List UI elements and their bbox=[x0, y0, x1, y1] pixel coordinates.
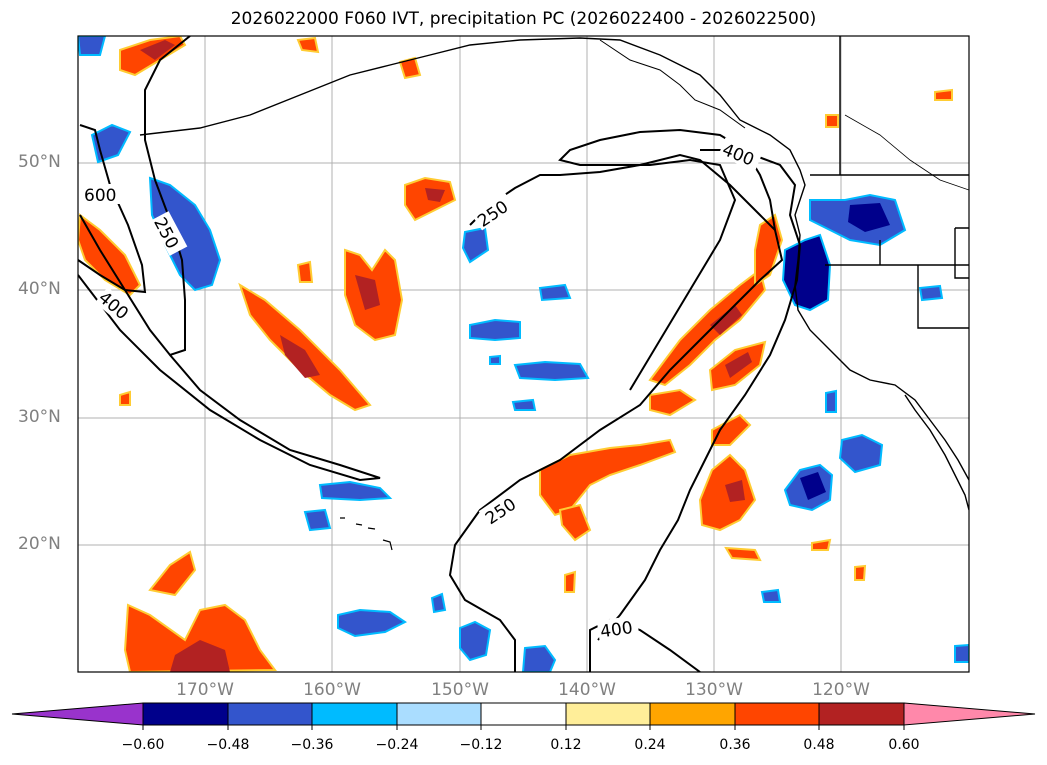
lon-label: 130°W bbox=[685, 680, 743, 700]
anomaly-region bbox=[825, 389, 837, 413]
anomaly-region bbox=[337, 608, 407, 638]
positive-anomaly-regions bbox=[78, 36, 953, 672]
anomaly-region bbox=[489, 354, 501, 365]
colorbar-tick-label: −0.24 bbox=[375, 737, 419, 753]
anomaly-region bbox=[848, 203, 890, 232]
anomaly-region bbox=[355, 275, 380, 310]
contour-400-west bbox=[78, 274, 381, 482]
anomaly-region bbox=[711, 413, 752, 446]
colorbar-tick-label: 0.12 bbox=[550, 737, 582, 753]
anomaly-region bbox=[558, 503, 592, 542]
anomaly-region bbox=[303, 508, 332, 532]
anomaly-region bbox=[781, 233, 832, 312]
lat-label: 20°N bbox=[18, 534, 61, 554]
colorbar-tick-label: 0.60 bbox=[888, 737, 920, 753]
colorbar-segment bbox=[311, 702, 398, 726]
colorbar-tick-label: −0.48 bbox=[206, 737, 250, 753]
anomaly-region bbox=[854, 564, 867, 581]
map-border bbox=[77, 35, 970, 673]
anomaly-region bbox=[538, 283, 572, 302]
anomaly-region bbox=[724, 546, 762, 562]
anomaly-region bbox=[119, 390, 131, 406]
anomaly-region bbox=[838, 433, 884, 474]
anomaly-region bbox=[425, 188, 445, 202]
colorbar-tick-label: −0.12 bbox=[459, 737, 503, 753]
anomaly-region bbox=[430, 592, 447, 614]
anomaly-region bbox=[459, 620, 492, 662]
anomaly-region bbox=[513, 360, 590, 382]
anomaly-region bbox=[710, 305, 742, 335]
colorbar-tick-label: −0.36 bbox=[290, 737, 334, 753]
anomaly-region bbox=[296, 260, 314, 283]
colorbar-segment bbox=[565, 702, 651, 726]
anomaly-region bbox=[564, 570, 577, 593]
colorbar-segment bbox=[734, 702, 820, 726]
contour-label: 600 bbox=[84, 186, 116, 206]
colorbar-extend-low bbox=[11, 702, 144, 726]
colorbar-segment bbox=[480, 702, 567, 726]
lat-label: 40°N bbox=[18, 279, 61, 299]
anomaly-region bbox=[800, 472, 826, 500]
colorbar-segment bbox=[142, 702, 229, 726]
lat-label: 50°N bbox=[18, 152, 61, 172]
lat-label: 30°N bbox=[18, 407, 61, 427]
colorbar-segment bbox=[227, 702, 313, 726]
anomaly-region bbox=[238, 282, 372, 412]
anomaly-region bbox=[78, 213, 142, 297]
anomaly-region bbox=[811, 538, 832, 551]
anomaly-region bbox=[148, 550, 197, 597]
map-title: 2026022000 F060 IVT, precipitation PC (2… bbox=[230, 9, 817, 29]
anomaly-region bbox=[918, 284, 944, 302]
anomaly-region bbox=[648, 268, 767, 387]
colorbar-tick-label: 0.36 bbox=[719, 737, 751, 753]
colorbar-segment bbox=[396, 702, 482, 726]
contour-label: 400 bbox=[599, 618, 634, 642]
contour-600 bbox=[78, 124, 147, 294]
anomaly-region bbox=[649, 388, 697, 417]
colorbar-segment bbox=[649, 702, 736, 726]
anomaly-region bbox=[539, 438, 677, 517]
contour-250-west bbox=[79, 36, 191, 357]
anomaly-region bbox=[725, 480, 745, 502]
lon-label: 150°W bbox=[431, 680, 489, 700]
coastlines bbox=[139, 36, 969, 511]
anomaly-region bbox=[469, 318, 521, 342]
anomaly-region bbox=[78, 36, 107, 56]
lon-label: 160°W bbox=[303, 680, 361, 700]
anomaly-region bbox=[954, 643, 969, 663]
colorbar-tick-label: 0.24 bbox=[634, 737, 666, 753]
contour-labels: 600 250 400 250 400 250 400 bbox=[84, 137, 763, 642]
anomaly-region bbox=[521, 644, 557, 672]
anomaly-region bbox=[123, 603, 277, 672]
colorbar-extend-high bbox=[903, 702, 1036, 726]
anomaly-region bbox=[934, 88, 953, 101]
lon-label: 140°W bbox=[558, 680, 616, 700]
contour-250-east bbox=[448, 153, 784, 672]
colorbar-tick-label: 0.48 bbox=[803, 737, 835, 753]
colorbar-tick-label: −0.60 bbox=[121, 737, 165, 753]
contour-400-coast bbox=[597, 149, 802, 641]
anomaly-region bbox=[280, 335, 320, 378]
anomaly-region bbox=[825, 114, 839, 128]
anomaly-region bbox=[318, 480, 393, 502]
colorbar-segment bbox=[818, 702, 905, 726]
anomaly-region bbox=[725, 352, 752, 378]
map-panel bbox=[78, 36, 969, 672]
anomaly-region bbox=[170, 640, 230, 672]
anomaly-region bbox=[511, 398, 537, 411]
hawaiian-islands bbox=[340, 517, 393, 551]
negative-anomaly-regions bbox=[78, 36, 969, 672]
lon-label: 170°W bbox=[176, 680, 234, 700]
lon-label: 120°W bbox=[812, 680, 870, 700]
anomaly-region bbox=[296, 36, 320, 54]
colorbar bbox=[11, 702, 1036, 730]
anomaly-region bbox=[760, 588, 782, 603]
anomaly-region bbox=[140, 40, 175, 60]
